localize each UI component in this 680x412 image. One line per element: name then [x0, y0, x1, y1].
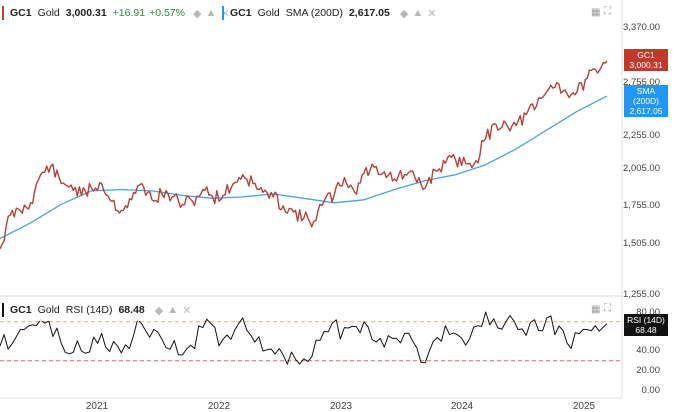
- sma-legend[interactable]: GC1 Gold SMA (200D) 2,617.05 ◆ ▲ ✕: [222, 2, 436, 24]
- rsi-tag-value: 68.48: [635, 325, 657, 335]
- sma-last-value-tag: SMA (200D) 2,617.05: [624, 85, 668, 117]
- close-icon[interactable]: ✕: [182, 304, 192, 317]
- rsi-indicator: RSI (14D): [65, 304, 113, 316]
- rsi-symbol: GC1: [10, 304, 32, 316]
- price-name: Gold: [37, 7, 60, 19]
- flask-icon[interactable]: ▲: [205, 7, 217, 19]
- expand-icon[interactable]: ⛶: [604, 6, 611, 17]
- sma-symbol: GC1: [230, 7, 252, 19]
- price-value: 3,000.31: [65, 7, 107, 19]
- sma-color-marker: [222, 6, 224, 20]
- x-tick-label: 2022: [207, 401, 231, 412]
- price-symbol: GC1: [10, 7, 32, 19]
- sma-200d-line: [0, 95, 608, 240]
- rsi-last-value-tag: RSI (14D) 68.48: [624, 314, 668, 336]
- bell-icon[interactable]: ◆: [154, 304, 164, 317]
- x-tick-label: 2024: [450, 401, 474, 412]
- rsi-legend[interactable]: GC1 Gold RSI (14D) 68.48 ◆ ▲ ✕: [2, 299, 192, 321]
- rsi-tick-label: 80.00: [636, 307, 660, 318]
- rsi-tick-label: 20.00: [636, 365, 660, 376]
- add-icon[interactable]: ▦: [591, 304, 601, 315]
- sma-value: 2,617.05: [348, 7, 390, 19]
- rsi-tick-label: 40.00: [636, 345, 660, 356]
- flask-icon[interactable]: ▲: [412, 7, 424, 19]
- rsi-value: 68.48: [118, 304, 145, 316]
- price-legend[interactable]: GC1 Gold 3,000.31 +16.91 +0.57% ◆ ▲ ✕: [2, 2, 230, 24]
- x-tick-label: 2023: [329, 401, 353, 412]
- sma-tag-indicator: SMA (200D): [633, 86, 659, 106]
- y-tick-label: 1,755.00: [623, 200, 660, 211]
- price-change-pct: +0.57%: [149, 7, 185, 19]
- y-tick-label: 2,005.00: [623, 163, 660, 174]
- y-tick-label: 2,255.00: [623, 130, 660, 141]
- gold-price-line: [0, 60, 608, 250]
- y-tick-label: 1,255.00: [623, 289, 660, 300]
- x-tick-label: 2021: [85, 401, 109, 412]
- flask-icon[interactable]: ▲: [167, 304, 179, 316]
- close-icon[interactable]: ✕: [220, 7, 230, 20]
- rsi-name: Gold: [37, 304, 60, 316]
- close-icon[interactable]: ✕: [427, 7, 437, 20]
- price-tag-value: 3,000.31: [629, 60, 663, 70]
- x-tick-label: 2025: [572, 401, 596, 412]
- rsi-color-marker: [2, 303, 4, 317]
- y-tick-label: 1,505.00: [623, 238, 660, 249]
- bell-icon[interactable]: ◆: [399, 7, 409, 20]
- sma-tag-value: 2,617.05: [629, 106, 663, 116]
- price-change: +16.91: [112, 7, 146, 19]
- sma-name: Gold: [257, 7, 280, 19]
- add-icon[interactable]: ▦: [591, 7, 601, 18]
- price-tag-symbol: GC1: [637, 50, 655, 60]
- rsi-tick-label: 0.00: [641, 385, 661, 396]
- rsi-14d-line: [0, 311, 608, 365]
- price-color-marker: [2, 6, 4, 20]
- bell-icon[interactable]: ◆: [192, 7, 202, 20]
- sma-indicator: SMA (200D): [285, 7, 343, 19]
- y-tick-label: 3,370.00: [623, 22, 660, 33]
- rsi-tag-indicator: RSI (14D): [627, 315, 665, 325]
- expand-icon[interactable]: ⛶: [604, 303, 611, 314]
- price-last-value-tag: GC1 3,000.31: [624, 49, 668, 71]
- y-tick-label: 2,755.00: [623, 77, 660, 88]
